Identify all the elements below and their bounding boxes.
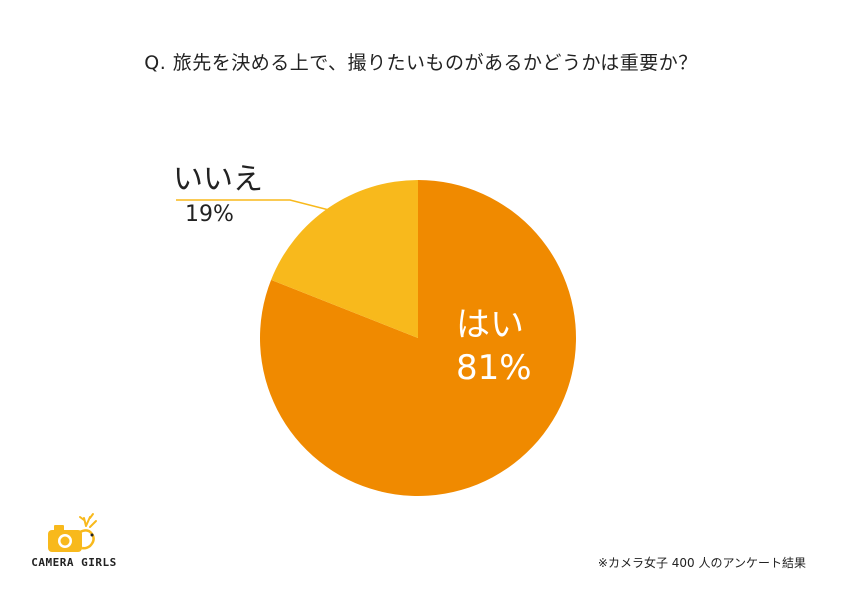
slice-label-no-name: いいえ xyxy=(173,162,263,197)
camera-girls-logo: CAMERA GIRLS xyxy=(24,512,124,582)
leader-line-no xyxy=(176,199,332,212)
survey-footnote: ※カメラ女子 400 人のアンケート結果 xyxy=(597,556,806,570)
slice-label-no: いいえ 19% xyxy=(173,162,263,227)
slice-label-yes-value: 81% xyxy=(456,348,532,389)
slice-label-yes: はい 81% xyxy=(456,305,532,389)
pie-slice-no xyxy=(271,180,418,338)
logo-text: CAMERA GIRLS xyxy=(31,556,117,569)
camera-deer-logo-icon xyxy=(48,513,97,552)
chart-title: Q. 旅先を決める上で、撮りたいものがあるかどうかは重要か？ xyxy=(144,52,698,74)
slice-label-no-value: 19% xyxy=(185,201,234,227)
slice-label-yes-name: はい xyxy=(456,305,524,345)
